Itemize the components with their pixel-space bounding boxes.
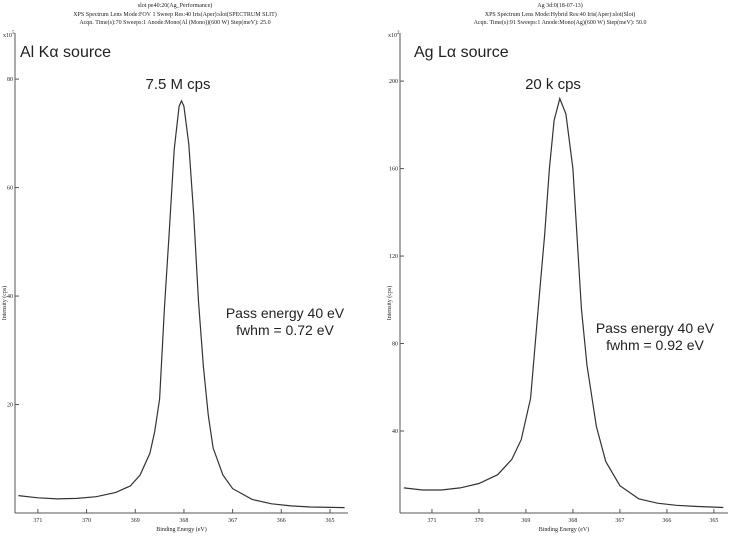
x-tick-label: 366 — [277, 518, 286, 524]
y-tick-label: 200 — [389, 79, 398, 85]
x-tick-label: 369 — [131, 518, 140, 524]
x-tick-label: 370 — [82, 518, 91, 524]
chart-subtitle: XPS Spectrum Lens Mode:FOV 1 Sweep Res:4… — [73, 11, 277, 18]
x-tick-label: 365 — [709, 518, 718, 524]
chart-subtitle: Acqn. Time(s):91 Sweeps:1 Anode:Mono(Ag)… — [474, 19, 647, 26]
x-tick-label: 367 — [228, 518, 237, 524]
x-tick-label: 370 — [474, 518, 483, 524]
annotation: 7.5 M cps — [145, 76, 210, 93]
y-scale-exponent: 2 — [397, 31, 400, 36]
annotation: fwhm = 0.92 eV — [606, 337, 704, 353]
chart-subtitle: Acqn. Time(s):70 Sweeps:1 Anode:Mono(Al … — [79, 19, 270, 26]
y-tick-label: 160 — [389, 167, 398, 173]
y-scale-multiplier: x105 — [3, 31, 15, 39]
x-tick-label: 367 — [615, 518, 624, 524]
y-scale-exponent: 5 — [12, 31, 15, 36]
chart-title: slot pe40:20(Ag_Performance) — [138, 2, 212, 9]
y-axis-label: Intensity (cps) — [386, 286, 393, 321]
y-scale-base: x10 — [3, 33, 12, 39]
annotation: Ag Lα source — [414, 44, 509, 61]
spectrum-line — [403, 96, 724, 509]
x-tick-label: 365 — [325, 518, 334, 524]
y-tick-label: 60 — [7, 186, 13, 192]
x-tick-label: 369 — [521, 518, 530, 524]
x-tick-label: 366 — [662, 518, 671, 524]
x-axis-label: Binding Energy (eV) — [156, 526, 207, 533]
annotation: Pass energy 40 eV — [226, 305, 345, 321]
spectrum-line — [18, 99, 345, 509]
annotation: fwhm = 0.72 eV — [236, 322, 334, 338]
y-tick-label: 80 — [7, 77, 13, 83]
x-tick-label: 368 — [568, 518, 577, 524]
y-tick-label: 120 — [389, 254, 398, 260]
x-tick-label: 371 — [33, 518, 42, 524]
x-tick-label: 371 — [427, 518, 436, 524]
x-axis-label: Binding Energy (eV) — [539, 526, 590, 533]
y-scale-base: x10 — [388, 33, 397, 39]
chart-title: Ag 3d:0(18-07-13) — [537, 2, 583, 9]
y-scale-multiplier: x102 — [388, 31, 400, 39]
y-tick-label: 20 — [7, 403, 13, 409]
x-tick-label: 368 — [179, 518, 188, 524]
y-tick-label: 80 — [392, 342, 398, 348]
y-tick-label: 40 — [392, 429, 398, 435]
annotation: Pass energy 40 eV — [596, 320, 715, 336]
annotation: Al Kα source — [20, 44, 111, 61]
y-axis-label: Intensity (cps) — [1, 286, 8, 321]
annotation: 20 k cps — [525, 76, 581, 93]
chart-subtitle: XPS Spectrum Lens Mode:Hybrid Res:40 Iri… — [485, 11, 636, 18]
y-tick-label: 40 — [7, 294, 13, 300]
